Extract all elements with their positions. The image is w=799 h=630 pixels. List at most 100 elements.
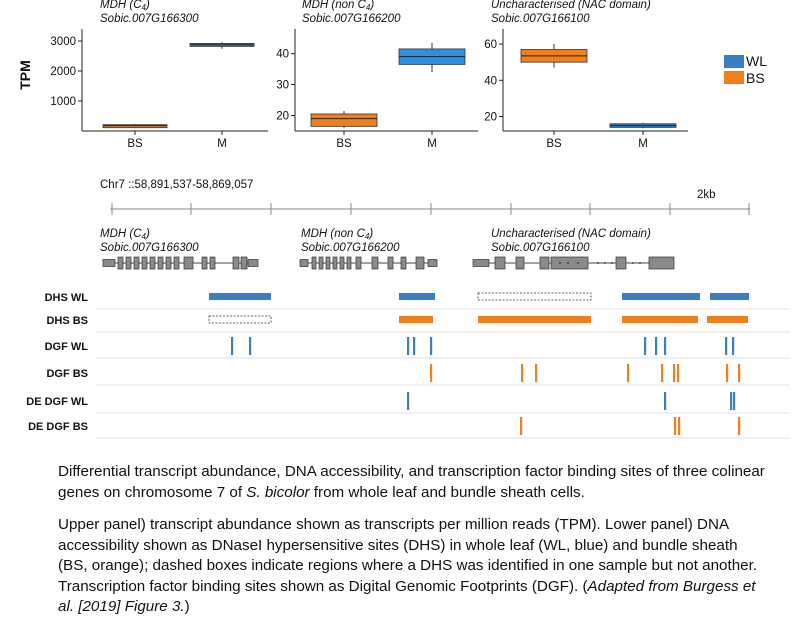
legend: WL BS: [724, 53, 767, 86]
x-tick-label: BS: [546, 138, 562, 150]
y-tick-label: 20: [484, 112, 497, 124]
chart-title: Uncharacterised (NAC domain): [491, 0, 651, 11]
exon: [133, 256, 140, 270]
track-gene-name: MDH (non C4): [301, 228, 373, 241]
dhs-dashed-box: [208, 315, 272, 324]
dgf-mark: [644, 337, 647, 355]
dgf-mark: [726, 364, 729, 382]
caption-text: from whole leaf and bundle sheath cells.: [309, 483, 585, 501]
chart-title: MDH (non C4): [302, 0, 374, 12]
dgf-mark: [535, 364, 538, 382]
locus-label: Chr7 ::58,891,537-58,869,057: [100, 179, 253, 191]
x-tick-label: BS: [336, 138, 352, 150]
chart-title-sub: 4: [366, 3, 371, 12]
box-bs: [102, 124, 168, 129]
tracks: DHS WL DHS BS DGF WL DGF BS DE DGF WL DE DGF …: [26, 292, 790, 439]
dgf-mark: [738, 417, 741, 435]
dgf-mark: [413, 337, 416, 355]
dhs-segment: [478, 316, 591, 323]
exon: [201, 256, 208, 270]
chart-title-sub: 4: [142, 3, 147, 12]
y-tick-label: 1000: [50, 96, 76, 108]
dhs-segment: [399, 316, 433, 323]
y-tick-label: 30: [276, 80, 289, 92]
chart-subtitle: Sobic.007G166100: [491, 13, 590, 25]
y-tick-label: 60: [484, 39, 497, 51]
dgf-mark: [520, 417, 523, 435]
exon: [311, 256, 317, 270]
exon: [141, 256, 148, 270]
exon: [355, 256, 362, 270]
caption-species: S. bicolor: [246, 483, 310, 501]
exon: [371, 256, 379, 270]
dgf-mark: [430, 337, 433, 355]
intron-marker: [611, 262, 613, 264]
exon: [299, 259, 309, 267]
exon: [209, 256, 216, 270]
exon: [325, 256, 331, 270]
track-gene-name-text: MDH (C: [100, 228, 142, 240]
intron-marker: [567, 262, 569, 264]
exon: [550, 256, 589, 270]
dgf-mark: [231, 337, 234, 355]
dhs-segment: [209, 293, 271, 300]
dhs-segment: [710, 293, 749, 300]
dgf-mark: [733, 392, 736, 410]
exon: [232, 256, 240, 270]
dgf-mark: [732, 337, 735, 355]
y-tick-label: 3000: [50, 36, 76, 48]
chart-title-close: ): [144, 0, 150, 11]
exon: [240, 256, 248, 270]
track-de-dgf-wl: DE DGF WL: [26, 392, 790, 414]
dgf-mark: [521, 364, 524, 382]
track-label: DGF BS: [46, 368, 88, 380]
dgf-mark: [674, 417, 677, 435]
dhs-dashed-box: [477, 292, 592, 301]
track-gene-id: Sobic.007G166300: [100, 242, 199, 254]
exon: [415, 256, 425, 270]
dgf-mark: [249, 337, 252, 355]
exon: [472, 259, 490, 267]
exon: [539, 256, 550, 270]
track-label: DE DGF WL: [26, 396, 88, 408]
intron-marker: [577, 262, 579, 264]
track-dhs-wl: DHS WL: [45, 292, 790, 310]
caption-paragraph-1: Differential transcript abundance, DNA a…: [58, 462, 770, 503]
gene-models: [102, 256, 675, 270]
track-label: DGF WL: [45, 341, 89, 353]
dgf-mark: [430, 364, 433, 382]
genomic-ruler: [110, 203, 750, 215]
dgf-mark: [627, 364, 630, 382]
dgf-mark: [673, 364, 676, 382]
track-gene-sub: 4: [365, 232, 370, 241]
exon: [515, 256, 525, 270]
dgf-mark: [664, 337, 667, 355]
exon: [346, 256, 352, 270]
genomic-figure: TPM MDH (C4)Sobic.007G166300100020003000…: [17, 0, 790, 439]
tpm-boxplot-nac-domain: Uncharacterised (NAC domain) Sobic.007G16…: [484, 0, 688, 150]
y-tick-label: 40: [276, 49, 289, 61]
exon: [494, 256, 506, 270]
dhs-segment: [622, 293, 700, 300]
caption-citation: Adapted from Burgess et al. [2019] Figur…: [58, 577, 756, 616]
track-gene-close: ): [367, 228, 373, 240]
chart-subtitle: Sobic.007G166300: [100, 13, 199, 25]
exon: [157, 256, 164, 270]
intron-marker: [597, 262, 599, 264]
exon: [125, 256, 132, 270]
exon: [332, 256, 338, 270]
chart-title-name: Uncharacterised (NAC domain): [491, 0, 651, 11]
y-axis-label: TPM: [17, 60, 33, 90]
dgf-mark: [407, 392, 410, 410]
track-dhs-bs: DHS BS: [46, 315, 790, 333]
exon: [615, 256, 627, 270]
caption-text: ): [184, 598, 190, 616]
chart-title-name: MDH (non C: [302, 0, 367, 11]
x-tick-label: M: [638, 138, 648, 150]
legend-label-wl: WL: [746, 53, 767, 69]
track-dgf-wl: DGF WL: [45, 337, 790, 359]
chart-title-close: ): [368, 0, 374, 11]
track-dgf-bs: DGF BS: [46, 364, 790, 386]
gene-model: [299, 256, 438, 270]
track-gene-name-text: MDH (non C: [301, 228, 366, 240]
